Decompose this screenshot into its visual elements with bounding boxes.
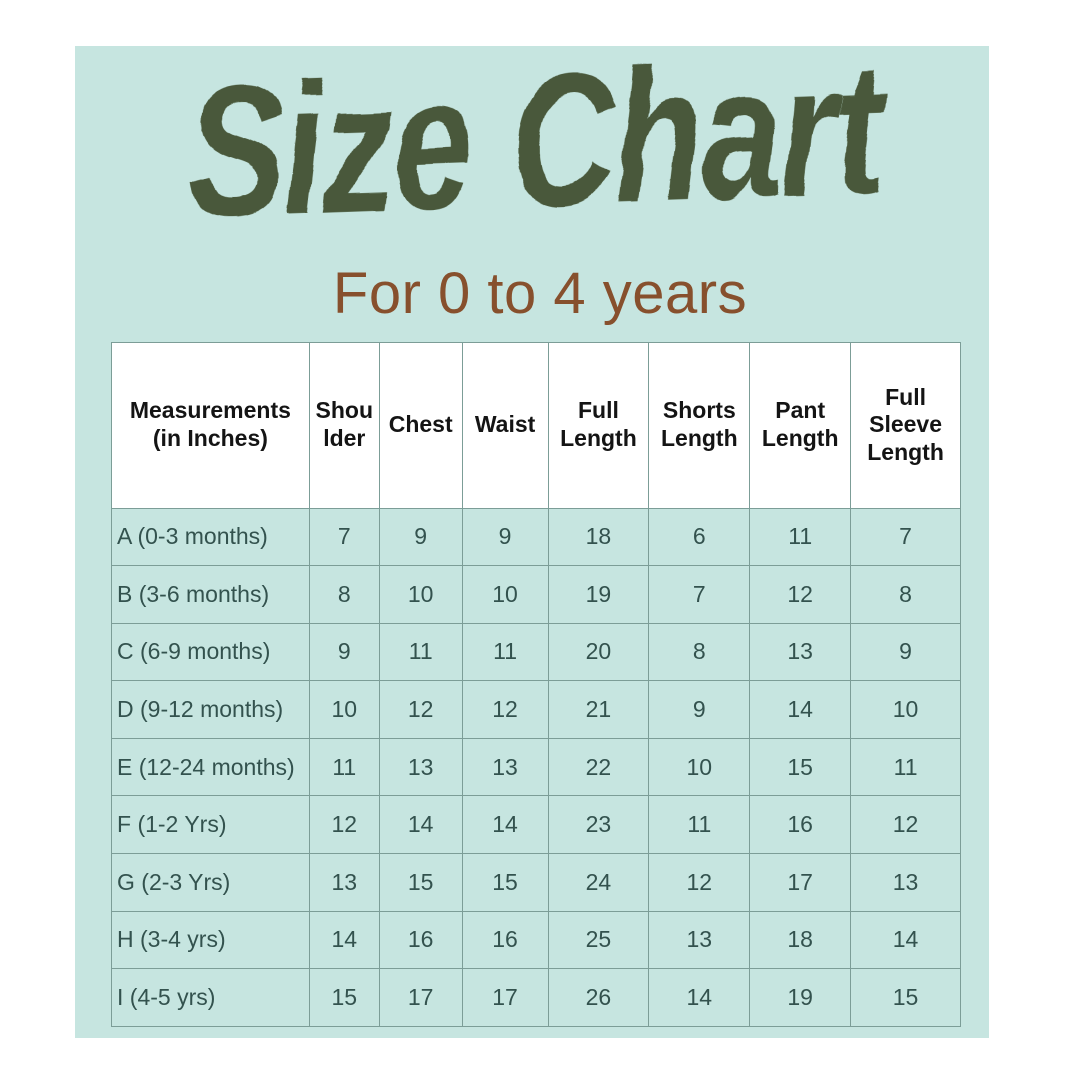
svg-text:Size Chart: Size Chart bbox=[184, 23, 892, 257]
